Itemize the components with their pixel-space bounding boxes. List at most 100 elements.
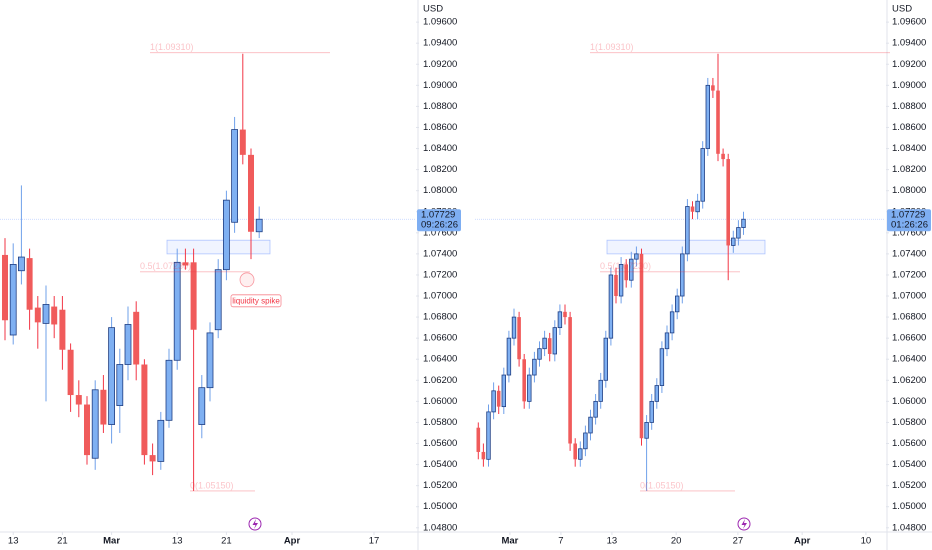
candle-body [568, 317, 572, 444]
candle-body [557, 311, 563, 329]
candle-body [705, 84, 710, 149]
candle-body [511, 316, 517, 339]
last-price-box [417, 209, 461, 232]
annotation-box [230, 294, 282, 308]
candle-body [547, 338, 552, 354]
y-tick-label: 1.05000 [892, 501, 926, 512]
candle-body [695, 200, 700, 213]
y-tick-label: 1.09400 [892, 38, 926, 49]
y-tick-label: 1.09600 [423, 17, 457, 28]
y-tick-label: 1.08400 [892, 143, 926, 154]
candle-body [634, 253, 639, 260]
candle-body [231, 129, 239, 223]
candle-body [624, 264, 628, 281]
x-tick-label: 21 [57, 536, 68, 547]
candle-body [239, 129, 246, 155]
candle-body [506, 337, 512, 376]
candle-body [255, 218, 263, 233]
y-tick-label: 1.08800 [892, 101, 926, 112]
candle-body [91, 389, 99, 459]
y-tick-label: 1.08000 [892, 185, 926, 196]
candle-body [149, 455, 156, 462]
candle-body [654, 385, 659, 402]
y-tick-label: 1.08200 [423, 164, 457, 175]
last-price-label: 1.07729 [421, 210, 455, 221]
candle-body [100, 389, 107, 425]
candle-body [736, 227, 741, 239]
candle-body [51, 306, 58, 325]
candle-body [700, 148, 705, 202]
candle-body [133, 311, 140, 365]
candle-body [639, 253, 644, 439]
y-tick-label: 1.06800 [423, 312, 457, 323]
candle-body [741, 218, 746, 228]
candle-body [527, 374, 532, 402]
candle-body [84, 404, 90, 456]
candle-body [532, 358, 537, 376]
y-tick-label: 1.05400 [892, 459, 926, 470]
event-icon[interactable] [737, 517, 751, 531]
candle-body [731, 237, 736, 246]
x-tick-label: 7 [558, 536, 563, 547]
x-tick-label: 20 [671, 536, 682, 547]
candle-body [649, 400, 654, 423]
candle-body [491, 390, 496, 413]
last-price-box [887, 209, 931, 232]
candle-body [59, 309, 66, 350]
y-tick-label: 1.09200 [892, 59, 926, 70]
candle-body [496, 390, 501, 407]
candle-body [9, 264, 17, 336]
candle-body [552, 327, 557, 355]
candle-body [222, 199, 230, 271]
candle-body [608, 274, 614, 339]
candle-body [75, 395, 82, 405]
y-tick-label: 1.07600 [423, 227, 457, 238]
y-tick-label: 1.08800 [423, 101, 457, 112]
candle-body [108, 327, 115, 425]
candle-body [644, 422, 649, 439]
candle-body [182, 262, 189, 266]
candle-body [2, 254, 8, 321]
y-tick-label: 1.08000 [423, 185, 457, 196]
candle-body [522, 359, 526, 402]
candle-body [537, 348, 542, 360]
y-tick-label: 1.09000 [423, 80, 457, 91]
y-tick-label: 1.05200 [892, 480, 926, 491]
candle-body [629, 258, 634, 281]
countdown: 09:26:26 [421, 220, 458, 231]
candle-body [157, 419, 165, 462]
y-tick-label: 1.09200 [423, 59, 457, 70]
x-tick-label: 13 [8, 536, 19, 547]
candle-body [124, 324, 132, 365]
y-tick-label: 1.08200 [892, 164, 926, 175]
x-tick-label: Apr [794, 536, 811, 547]
candle-body [578, 448, 583, 460]
candle-body [664, 332, 670, 350]
event-icon[interactable] [248, 517, 262, 531]
candle-body [721, 153, 725, 160]
last-price-label: 1.07729 [891, 210, 925, 221]
candle-body [659, 348, 665, 386]
y-tick-label: 1.05000 [423, 501, 457, 512]
candle-body [675, 295, 680, 313]
fib-label: 0(1.05150) [190, 480, 234, 490]
y-tick-label: 1.06000 [423, 396, 457, 407]
candle-body [542, 337, 547, 350]
candle-body [206, 332, 214, 389]
candle-body [476, 427, 481, 452]
x-tick-label: 13 [172, 536, 183, 547]
y-tick-label: 1.06000 [892, 396, 926, 407]
annotation: liquidity spike [232, 296, 280, 305]
y-tick-label: 1.06600 [423, 333, 457, 344]
candle-body [680, 253, 685, 297]
y-tick-label: 1.04800 [423, 522, 457, 533]
y-tick-label: 1.09400 [423, 38, 457, 49]
candle-body [165, 359, 173, 421]
candle-body [669, 311, 675, 334]
x-tick-label: 21 [221, 536, 232, 547]
x-tick-label: 10 [861, 536, 872, 547]
y-tick-label: 1.07200 [423, 269, 457, 280]
y-tick-label: 1.05400 [423, 459, 457, 470]
